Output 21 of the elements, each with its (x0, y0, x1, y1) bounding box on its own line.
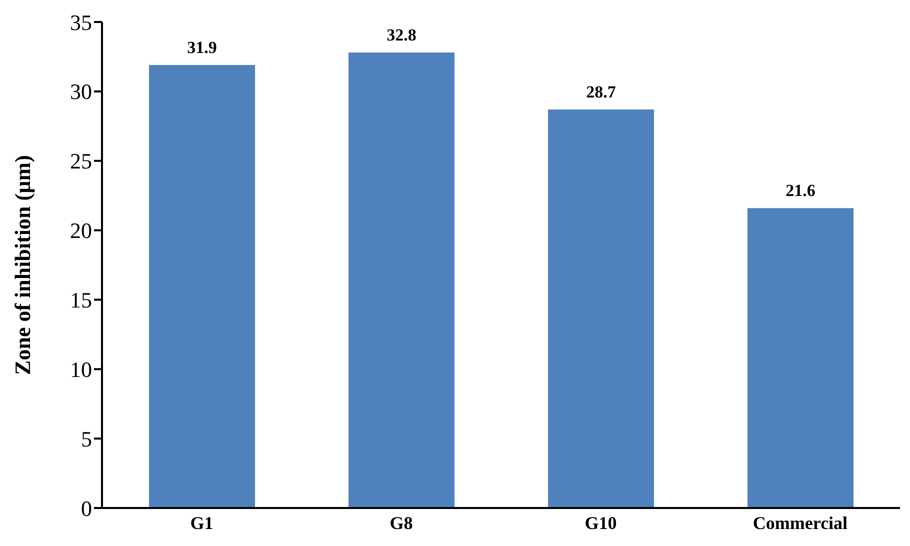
x-tick-label: G10 (584, 512, 617, 533)
y-tick-label: 20 (70, 218, 92, 244)
data-label: 32.8 (386, 26, 416, 45)
y-tick-label: 0 (81, 496, 92, 521)
bar (548, 109, 654, 508)
y-tick-label: 25 (70, 148, 92, 174)
data-label: 28.7 (586, 82, 616, 102)
x-tick-label: Commercial (752, 512, 848, 533)
x-tick-label: G8 (390, 512, 413, 533)
data-label: 21.6 (786, 181, 816, 200)
y-axis-title: Zone of inhibition (µm) (10, 155, 35, 375)
y-tick-label: 35 (70, 10, 92, 35)
y-tick-label: 15 (70, 288, 92, 313)
bar (748, 208, 854, 508)
y-tick-label: 5 (81, 426, 92, 452)
y-tick-label: 30 (70, 79, 92, 104)
data-label: 31.9 (187, 38, 217, 58)
y-tick-label: 10 (70, 356, 92, 382)
x-tick-label: G1 (190, 512, 214, 533)
bar (348, 52, 454, 508)
bar (149, 65, 255, 508)
